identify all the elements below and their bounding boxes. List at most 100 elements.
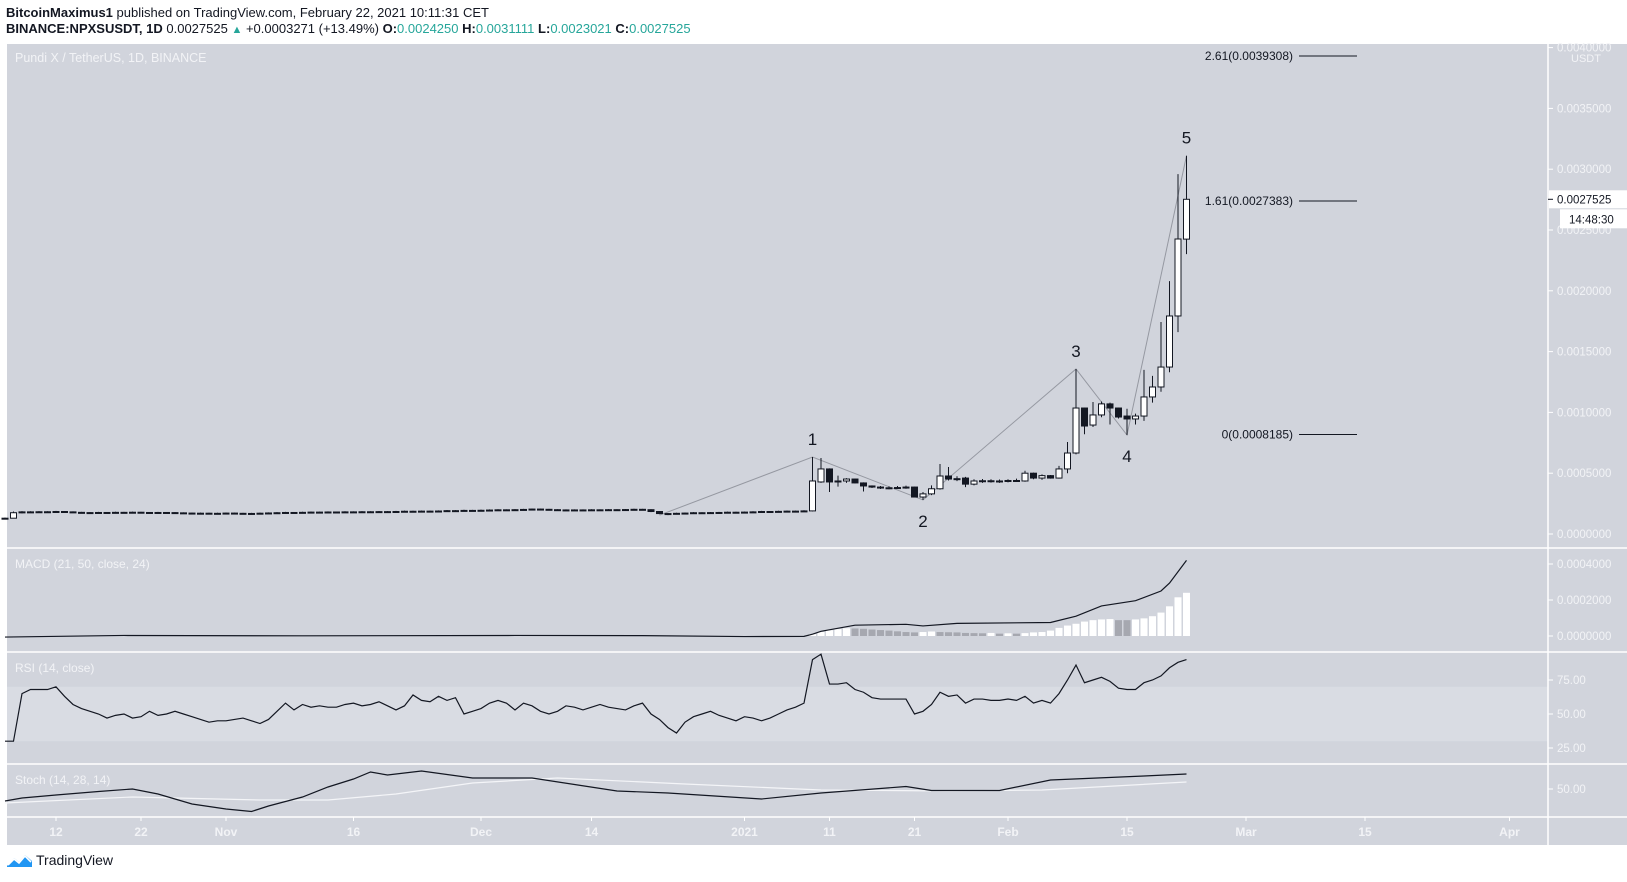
time-axis-label: Feb bbox=[997, 825, 1018, 839]
macd-histogram-bar bbox=[1140, 618, 1148, 636]
candle-body bbox=[741, 511, 748, 514]
candle bbox=[1004, 479, 1012, 483]
candle-body bbox=[333, 511, 340, 514]
candle bbox=[469, 509, 476, 512]
candle bbox=[1089, 401, 1097, 427]
candle-body bbox=[698, 512, 706, 515]
candle bbox=[205, 512, 213, 515]
candle bbox=[273, 512, 281, 515]
candle-body bbox=[418, 510, 425, 513]
candle bbox=[639, 508, 646, 511]
brand-name: TradingView bbox=[36, 852, 114, 868]
candle bbox=[146, 511, 153, 514]
chart-title: Pundi X / TetherUS, 1D, BINANCE bbox=[15, 51, 207, 65]
author-name[interactable]: BitcoinMaximus1 bbox=[6, 5, 113, 20]
candle-body bbox=[630, 508, 638, 511]
candle-body bbox=[579, 509, 587, 512]
candle bbox=[885, 486, 893, 490]
candle bbox=[826, 468, 833, 493]
macd-histogram-bar bbox=[1047, 630, 1054, 636]
candle-body bbox=[588, 509, 595, 512]
candle-body bbox=[647, 509, 655, 513]
candle bbox=[1013, 478, 1020, 482]
candle bbox=[894, 485, 901, 490]
candle-body bbox=[554, 509, 561, 512]
candle bbox=[103, 511, 111, 514]
low-value: 0.0023021 bbox=[550, 21, 612, 36]
wave-label-5: 5 bbox=[1182, 129, 1191, 148]
candle-body bbox=[860, 482, 867, 487]
candle bbox=[528, 508, 536, 511]
candle bbox=[987, 479, 995, 483]
candle-body bbox=[605, 509, 612, 512]
candle-body bbox=[851, 478, 859, 484]
candle-body bbox=[775, 510, 782, 513]
candle bbox=[520, 508, 527, 511]
candle-body bbox=[154, 511, 162, 514]
candle-body bbox=[1089, 414, 1097, 426]
macd-histogram-bar bbox=[1038, 632, 1046, 636]
candle-body bbox=[1004, 479, 1012, 482]
candle-body bbox=[1055, 468, 1063, 479]
candle bbox=[817, 458, 825, 483]
candle bbox=[69, 511, 77, 514]
candle bbox=[656, 511, 663, 515]
macd-histogram-bar bbox=[1183, 592, 1190, 636]
candle-body bbox=[520, 508, 527, 511]
candle-body bbox=[1081, 407, 1088, 427]
candle-body bbox=[1115, 407, 1122, 418]
candle-body bbox=[571, 509, 578, 512]
candle bbox=[596, 509, 604, 512]
high-value: 0.0031111 bbox=[475, 21, 535, 36]
candle-body bbox=[248, 512, 255, 515]
candle bbox=[10, 511, 17, 519]
candle bbox=[375, 511, 383, 514]
candle-body bbox=[1149, 386, 1156, 398]
time-axis-label: 2021 bbox=[731, 825, 758, 839]
symbol-info: BINANCE:NPXSUSDT, 1D 0.0027525 ▲ +0.0003… bbox=[6, 21, 691, 36]
candle-body bbox=[18, 511, 26, 514]
candle-body bbox=[894, 487, 901, 490]
macd-histogram-bar bbox=[851, 628, 859, 636]
candle-body bbox=[494, 509, 502, 512]
candle-body bbox=[834, 480, 842, 483]
candle-body bbox=[477, 509, 485, 512]
wave-label-3: 3 bbox=[1071, 342, 1080, 361]
candle bbox=[834, 475, 842, 487]
tradingview-logo[interactable]: TradingView bbox=[6, 852, 113, 868]
candle bbox=[486, 509, 493, 512]
candle bbox=[239, 512, 247, 515]
candle-body bbox=[163, 511, 170, 514]
candle-body bbox=[758, 511, 765, 514]
candle bbox=[52, 510, 60, 514]
candle-body bbox=[885, 487, 893, 490]
candle-body bbox=[749, 511, 757, 514]
candle-body bbox=[970, 480, 978, 485]
candle bbox=[537, 508, 544, 511]
candle-body bbox=[392, 511, 400, 514]
elliott-wave-line[interactable] bbox=[659, 155, 1187, 516]
candle bbox=[843, 478, 850, 483]
candle-body bbox=[962, 477, 969, 485]
candle-body bbox=[1, 517, 9, 520]
candle bbox=[715, 511, 723, 514]
macd-histogram-bar bbox=[1089, 620, 1097, 636]
candle bbox=[341, 511, 349, 514]
candle bbox=[384, 511, 391, 514]
macd-title: MACD (21, 50, close, 24) bbox=[15, 557, 150, 571]
candle bbox=[664, 513, 672, 516]
candle bbox=[35, 511, 43, 514]
candle-body bbox=[282, 511, 289, 514]
macd-histogram-bar bbox=[809, 634, 816, 636]
last-price: 0.0027525 bbox=[166, 21, 228, 36]
macd-histogram-bar bbox=[817, 632, 825, 636]
candle bbox=[435, 510, 442, 513]
candle-body bbox=[460, 509, 468, 512]
candle-body bbox=[1038, 475, 1046, 479]
candle-body bbox=[341, 511, 349, 514]
candle-body bbox=[503, 509, 510, 512]
candle-body bbox=[673, 512, 680, 515]
candle bbox=[299, 511, 306, 514]
candle bbox=[452, 510, 459, 513]
